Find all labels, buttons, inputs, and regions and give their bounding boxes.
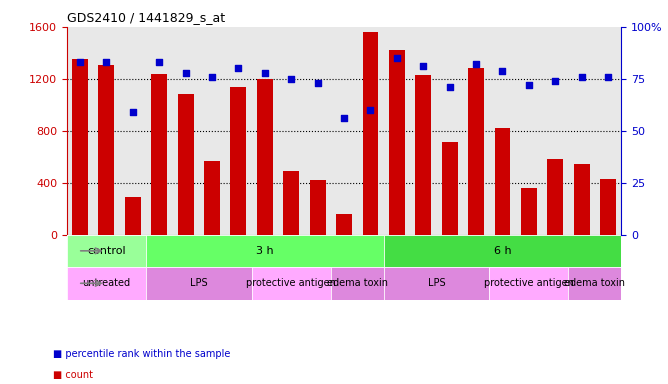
Bar — [336, 214, 352, 235]
FancyBboxPatch shape — [67, 235, 146, 267]
Bar — [547, 159, 563, 235]
Point — [365, 107, 376, 113]
Point — [444, 84, 455, 90]
Point — [497, 68, 508, 74]
Bar — [521, 188, 537, 235]
Point — [259, 70, 270, 76]
Bar — [310, 180, 325, 235]
Bar — [363, 32, 378, 235]
Text: GDS2410 / 1441829_s_at: GDS2410 / 1441829_s_at — [67, 11, 225, 24]
Text: control: control — [87, 246, 126, 256]
Bar — [415, 75, 431, 235]
Bar — [442, 142, 458, 235]
FancyBboxPatch shape — [146, 267, 252, 300]
Point — [128, 109, 138, 115]
Bar — [230, 87, 246, 235]
Point — [550, 78, 560, 84]
Point — [603, 74, 613, 80]
Bar — [98, 65, 114, 235]
Point — [418, 63, 429, 70]
FancyBboxPatch shape — [252, 267, 331, 300]
Bar — [468, 68, 484, 235]
Point — [339, 115, 349, 121]
Text: edema toxin: edema toxin — [327, 278, 387, 288]
Bar — [257, 79, 273, 235]
Text: protective antigen: protective antigen — [246, 278, 336, 288]
Point — [206, 74, 217, 80]
Bar — [574, 164, 590, 235]
Point — [233, 65, 244, 71]
Text: edema toxin: edema toxin — [564, 278, 625, 288]
FancyBboxPatch shape — [489, 267, 568, 300]
FancyBboxPatch shape — [568, 267, 621, 300]
FancyBboxPatch shape — [383, 235, 621, 267]
Bar — [125, 197, 141, 235]
Point — [471, 61, 482, 67]
Point — [180, 70, 191, 76]
Bar — [72, 60, 88, 235]
Text: untreated: untreated — [82, 278, 130, 288]
Text: protective antigen: protective antigen — [484, 278, 574, 288]
Bar — [600, 179, 616, 235]
Point — [101, 59, 112, 65]
Bar — [151, 74, 167, 235]
FancyBboxPatch shape — [383, 267, 489, 300]
Text: ■ percentile rank within the sample: ■ percentile rank within the sample — [53, 349, 231, 359]
Bar — [204, 161, 220, 235]
Point — [286, 76, 297, 82]
Bar — [178, 94, 194, 235]
Text: LPS: LPS — [190, 278, 208, 288]
Bar — [283, 171, 299, 235]
Point — [524, 82, 534, 88]
Text: ■ count: ■ count — [53, 370, 94, 380]
Text: LPS: LPS — [428, 278, 446, 288]
Point — [576, 74, 587, 80]
Bar — [389, 50, 405, 235]
FancyBboxPatch shape — [67, 267, 146, 300]
Point — [391, 55, 402, 61]
FancyBboxPatch shape — [331, 267, 383, 300]
Text: 6 h: 6 h — [494, 246, 511, 256]
Point — [75, 59, 86, 65]
FancyBboxPatch shape — [146, 235, 383, 267]
Point — [312, 80, 323, 86]
Point — [154, 59, 164, 65]
Bar — [494, 128, 510, 235]
Text: 3 h: 3 h — [256, 246, 274, 256]
